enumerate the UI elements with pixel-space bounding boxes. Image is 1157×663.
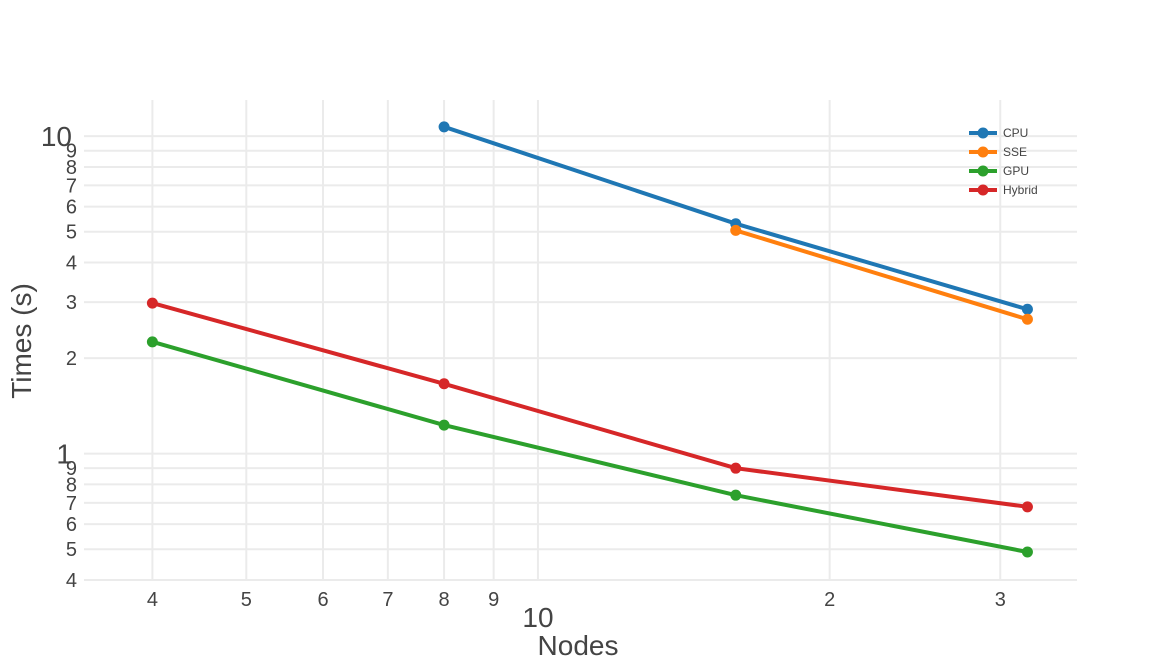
legend-swatch-marker xyxy=(977,184,989,196)
x-tick-label: 8 xyxy=(439,589,450,611)
y-tick-label: 2 xyxy=(66,348,77,370)
x-tick-label: 5 xyxy=(241,589,252,611)
y-tick-label: 5 xyxy=(66,222,77,244)
legend-item-cpu[interactable]: CPU xyxy=(969,126,1028,140)
legend-label: SSE xyxy=(1003,145,1027,159)
legend-label: Hybrid xyxy=(1003,183,1038,197)
data-point-hybrid xyxy=(730,462,742,474)
grid xyxy=(84,100,1077,581)
y-tick-label: 7 xyxy=(66,493,77,515)
data-point-gpu xyxy=(1021,546,1033,558)
data-point-hybrid xyxy=(1021,501,1033,513)
series-lines xyxy=(146,121,1033,558)
y-tick-label: 5 xyxy=(66,539,77,561)
x-tick-label: 6 xyxy=(317,589,328,611)
x-tick-label: 3 xyxy=(995,589,1006,611)
y-tick-label: 8 xyxy=(66,157,77,179)
legend-label: GPU xyxy=(1003,164,1029,178)
series-line-hybrid xyxy=(151,301,1028,509)
legend-swatch-marker xyxy=(977,127,989,139)
series-line-cpu xyxy=(443,124,1028,312)
y-tick-label: 6 xyxy=(66,514,77,536)
legend-swatch-marker xyxy=(977,165,989,177)
legend-item-hybrid[interactable]: Hybrid xyxy=(969,183,1038,197)
data-point-gpu xyxy=(146,336,158,348)
legend-item-sse[interactable]: SSE xyxy=(969,145,1027,159)
y-tick-label: 8 xyxy=(66,474,77,496)
series-line-sse xyxy=(735,228,1028,322)
data-point-sse xyxy=(730,224,742,236)
x-axis-title: Nodes xyxy=(538,630,619,661)
data-point-hybrid xyxy=(438,378,450,390)
y-tick-label: 10 xyxy=(41,121,72,152)
y-tick-label: 6 xyxy=(66,197,77,219)
y-tick-label: 9 xyxy=(66,458,77,480)
legend-swatch-marker xyxy=(977,146,989,158)
y-tick-label: 1 xyxy=(56,439,72,470)
x-tick-label: 7 xyxy=(382,589,393,611)
y-tick-label: 7 xyxy=(66,175,77,197)
data-point-cpu xyxy=(438,121,450,133)
data-point-cpu xyxy=(1021,303,1033,315)
data-point-hybrid xyxy=(146,297,158,309)
y-tick-label: 4 xyxy=(66,570,77,592)
legend-label: CPU xyxy=(1003,126,1028,140)
data-point-sse xyxy=(1021,313,1033,325)
legend[interactable]: CPU SSE GPU Hybrid xyxy=(969,126,1038,197)
series-line-gpu xyxy=(151,339,1028,554)
data-point-gpu xyxy=(730,489,742,501)
x-tick-label: 9 xyxy=(488,589,499,611)
x-axis-ticks: 4 5 6 7 8 9 10 2 3 xyxy=(147,589,1006,633)
y-tick-label: 4 xyxy=(66,253,77,275)
legend-item-gpu[interactable]: GPU xyxy=(969,164,1029,178)
y-tick-label: 9 xyxy=(66,141,77,163)
y-tick-label: 3 xyxy=(66,292,77,314)
x-tick-label: 2 xyxy=(824,589,835,611)
x-tick-label: 4 xyxy=(147,589,158,611)
y-axis-title: Times (s) xyxy=(6,283,37,399)
x-tick-label: 10 xyxy=(522,602,553,633)
data-point-gpu xyxy=(438,419,450,431)
